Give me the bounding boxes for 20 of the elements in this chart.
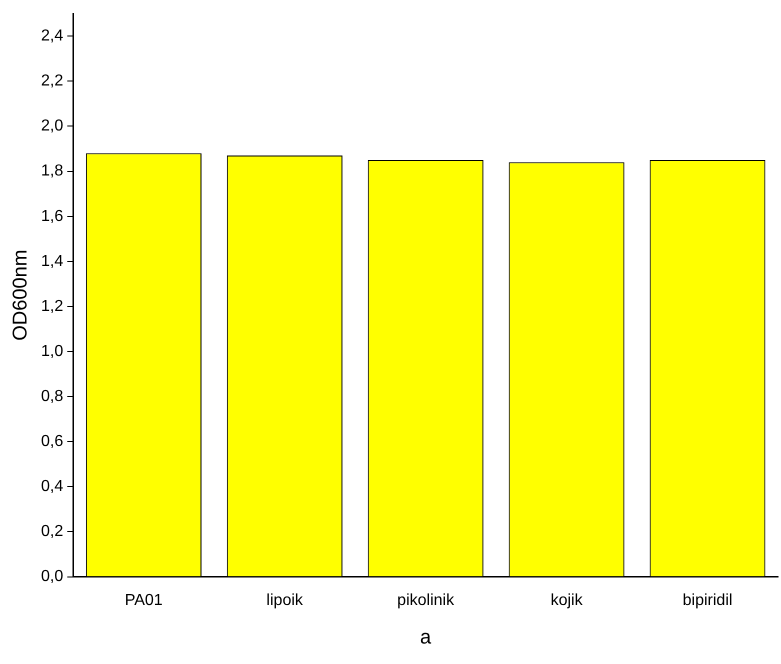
x-tick-label: kojik: [550, 592, 584, 609]
y-tick-label: 1,0: [40, 342, 64, 360]
y-tick-label: 0,0: [40, 568, 64, 586]
y-tick-label: 0,6: [40, 433, 64, 450]
y-tick-label: 0,4: [40, 478, 64, 496]
y-tick-label: 1,4: [40, 252, 64, 270]
y-tick-label: 0,8: [40, 388, 64, 405]
y-tick-label: 2,2: [40, 72, 64, 90]
y-axis-title: OD600nm: [10, 250, 32, 341]
x-axis-title: a: [420, 626, 432, 649]
x-tick-label: bipiridil: [682, 592, 732, 609]
x-tick-label: PA01: [124, 592, 163, 609]
x-tick-label: pikolinik: [397, 592, 456, 609]
y-tick-label: 2,0: [40, 118, 64, 135]
y-tick-label: 1,8: [40, 162, 64, 180]
y-tick-label: 0,2: [40, 523, 64, 540]
y-tick-label: 1,2: [40, 298, 64, 315]
x-tick-label: lipoik: [266, 592, 304, 609]
y-tick-label: 1,6: [40, 208, 64, 225]
y-tick-label: 2,4: [40, 28, 64, 45]
